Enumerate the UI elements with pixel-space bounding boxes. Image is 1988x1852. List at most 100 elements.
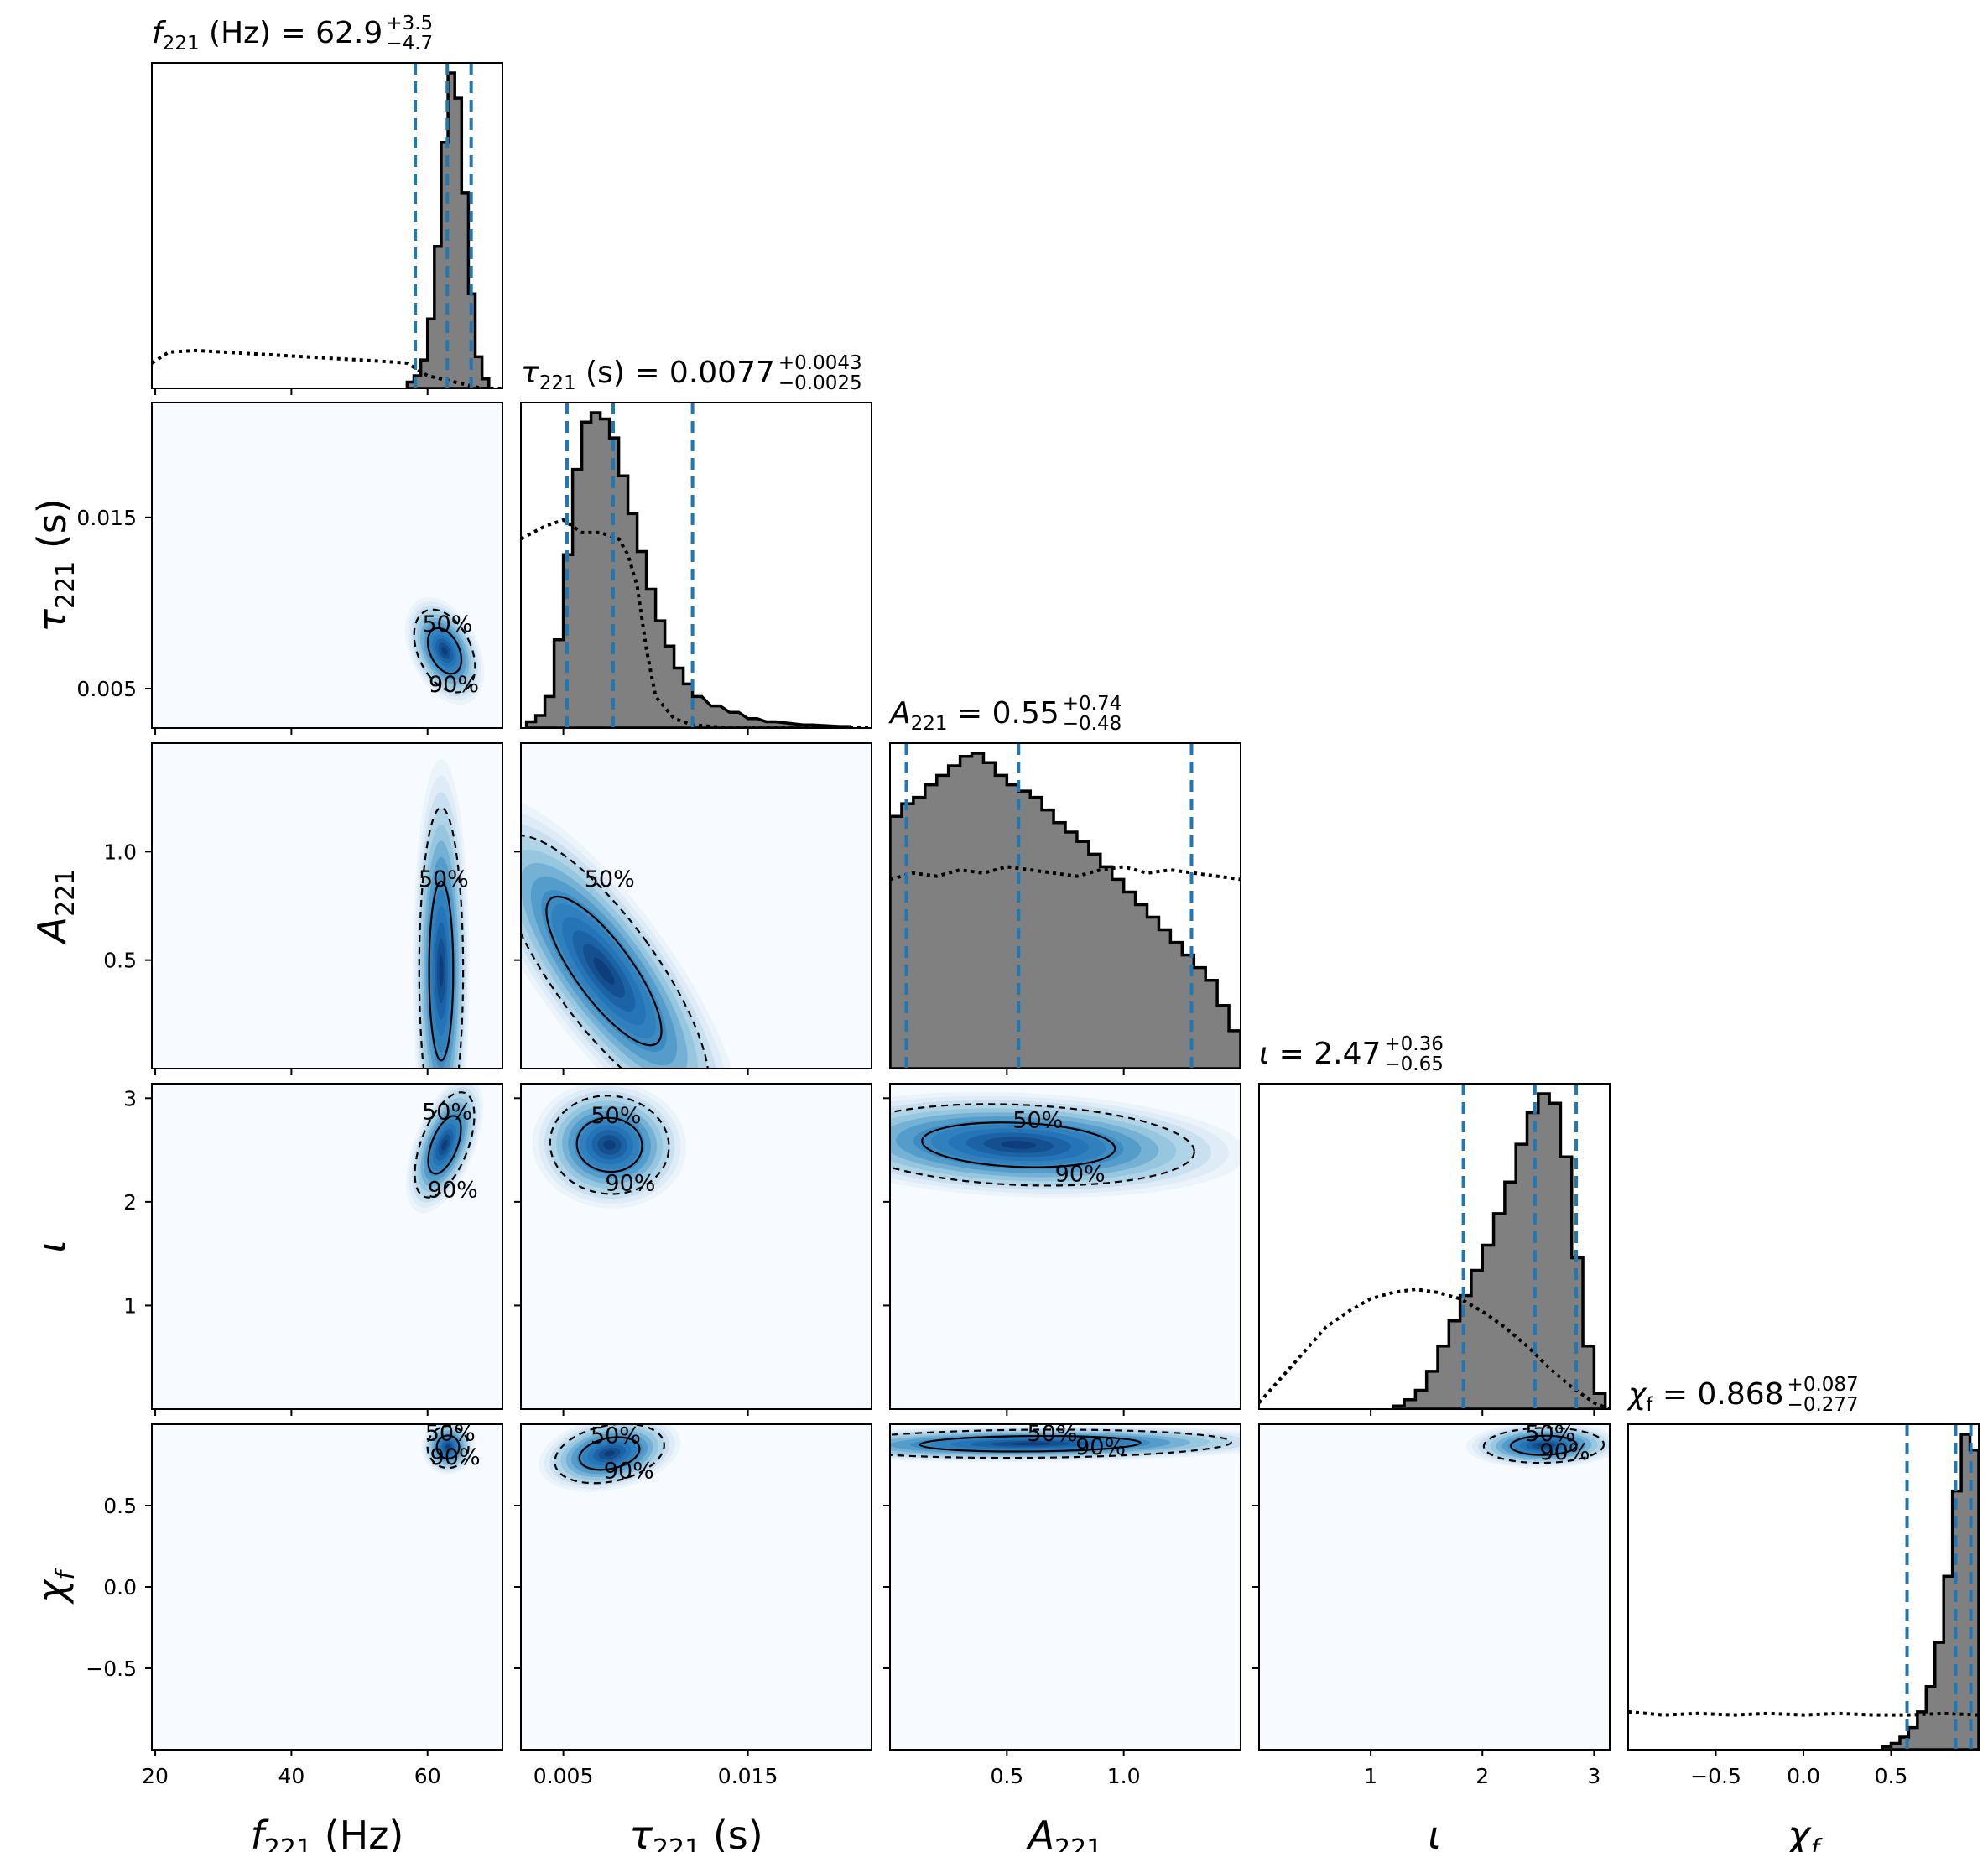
y-axis-label-chif: χf [29, 1568, 81, 1605]
contour-label-50: 50% [1525, 1421, 1575, 1447]
contour-90 [414, 1091, 476, 1199]
x-tick-label: 60 [414, 1764, 441, 1788]
posterior-histogram [524, 411, 851, 728]
contour-label-50: 50% [425, 1420, 476, 1446]
y-axis-label-iota: ι [29, 1240, 75, 1253]
contour-label-50: 50% [1012, 1108, 1063, 1134]
panel-frame [520, 1083, 872, 1410]
hist-panel-iota [1259, 1084, 1610, 1409]
contour-label-50: 50% [422, 611, 472, 637]
kde-panel-A221-tau221: 50%90% [521, 743, 872, 1069]
panel-frame [520, 742, 872, 1069]
kde-density-level [593, 957, 615, 985]
prior-curve [152, 348, 502, 388]
kde-density-level [1001, 1141, 1037, 1149]
hist-panel-tau221 [521, 403, 872, 728]
hist-title-plus: +0.36 [1384, 1033, 1443, 1055]
hist-title-minus: −0.65 [1384, 1053, 1443, 1075]
contour-label-50: 50% [591, 1103, 641, 1129]
kde-panel-iota-A221: 50% 90% [890, 1084, 1241, 1409]
panel-frame [889, 742, 1241, 1069]
kde-density-level [1538, 1444, 1550, 1448]
y-tick-label: 0.005 [76, 677, 137, 701]
contour-50 [435, 1434, 461, 1459]
x-tick-label: 20 [142, 1764, 169, 1788]
hist-title-iota: ι = 2.47 [1259, 1037, 1381, 1071]
kde-panel-tau221-f221: 50% 90% [152, 403, 502, 728]
x-axis-label-f221: f221 (Hz) [251, 1813, 404, 1852]
kde-density-level [604, 1450, 616, 1457]
hist-panel-f221 [152, 63, 502, 388]
x-axis-label-A221: A221 [1026, 1813, 1103, 1852]
panel-frame [151, 1083, 503, 1410]
hist-title-A221: A221 = 0.55 [888, 696, 1059, 735]
panel-frame [151, 62, 503, 389]
x-axis-label-chif: χf [1785, 1813, 1823, 1852]
kde-panel-chif-iota: 50%90% [1259, 1421, 1610, 1750]
contour-label-50: 50% [585, 866, 635, 892]
contour-label-90: 90% [605, 1170, 655, 1196]
x-tick-label: 40 [278, 1764, 304, 1788]
y-tick-label: 1.0 [103, 840, 137, 864]
x-axis-label-tau221: τ221 (s) [629, 1813, 762, 1852]
contour-50 [919, 1434, 1142, 1453]
kde-panel-chif-A221: 50%90% [890, 1421, 1241, 1750]
contour-50 [1510, 1434, 1578, 1456]
hist-title-minus: −4.7 [386, 33, 433, 55]
x-tick-label: 0.015 [718, 1764, 778, 1788]
posterior-histogram [890, 752, 1241, 1069]
y-axis-label-tau221: τ221 (s) [29, 498, 81, 632]
hist-panel-A221 [890, 743, 1241, 1069]
contour-50 [428, 880, 455, 1062]
y-tick-label: 0.0 [103, 1575, 137, 1600]
contour-90 [418, 806, 465, 1069]
y-tick-label: 2 [123, 1190, 137, 1215]
kde-panel-iota-tau221: 50% 90% [521, 1084, 872, 1409]
contour-90 [549, 1095, 670, 1195]
x-tick-label: 1.0 [1107, 1764, 1141, 1788]
hist-title-plus: +0.087 [1788, 1374, 1859, 1396]
hist-title-minus: −0.0025 [778, 372, 862, 394]
hist-title-plus: +0.0043 [778, 352, 862, 374]
prior-curve [1628, 1709, 1979, 1717]
kde-panel-chif-f221: 50%90% [152, 1420, 502, 1750]
contour-90 [521, 835, 710, 1069]
contour-label-90: 90% [1055, 1162, 1106, 1188]
contour-90 [426, 1425, 470, 1470]
contour-50 [578, 1436, 641, 1471]
x-tick-label: −0.5 [1690, 1764, 1741, 1788]
kde-density-level [441, 647, 448, 656]
kde-density-level [603, 1140, 616, 1150]
hist-title-minus: −0.48 [1063, 713, 1122, 735]
contour-label-90: 90% [1075, 1434, 1126, 1460]
contour-label-90: 90% [429, 672, 479, 698]
kde-background [152, 1424, 502, 1750]
kde-background [1259, 1424, 1610, 1750]
contour-label-50: 50% [591, 1423, 641, 1449]
x-tick-label: 0.5 [990, 1764, 1023, 1788]
x-tick-label: 2 [1475, 1764, 1489, 1788]
contour-50 [545, 895, 663, 1047]
contour-label-50: 50% [419, 866, 469, 892]
contour-50 [921, 1121, 1116, 1168]
x-axis-label-iota: ι [1428, 1813, 1441, 1852]
contour-50 [427, 1115, 462, 1175]
y-tick-label: −0.5 [86, 1657, 137, 1681]
y-axis-label-A221: A221 [29, 869, 81, 946]
y-tick-label: 0.015 [76, 506, 137, 530]
contour-90 [890, 1428, 1232, 1459]
kde-density-level [441, 1139, 448, 1151]
hist-panel-chif [1628, 1424, 1979, 1750]
panel-frame [1258, 1083, 1611, 1410]
contour-label-50: 50% [1027, 1421, 1077, 1447]
panel-frame [889, 1083, 1241, 1410]
kde-panel-chif-tau221: 50%90% [521, 1423, 872, 1750]
kde-density-level [1010, 1442, 1051, 1445]
panel-frame [151, 742, 503, 1069]
contour-90 [554, 1424, 665, 1485]
y-tick-label: 1 [123, 1293, 137, 1318]
prior-curve [521, 518, 872, 728]
posterior-histogram [1392, 1092, 1607, 1409]
contour-label-90: 90% [428, 1177, 478, 1203]
